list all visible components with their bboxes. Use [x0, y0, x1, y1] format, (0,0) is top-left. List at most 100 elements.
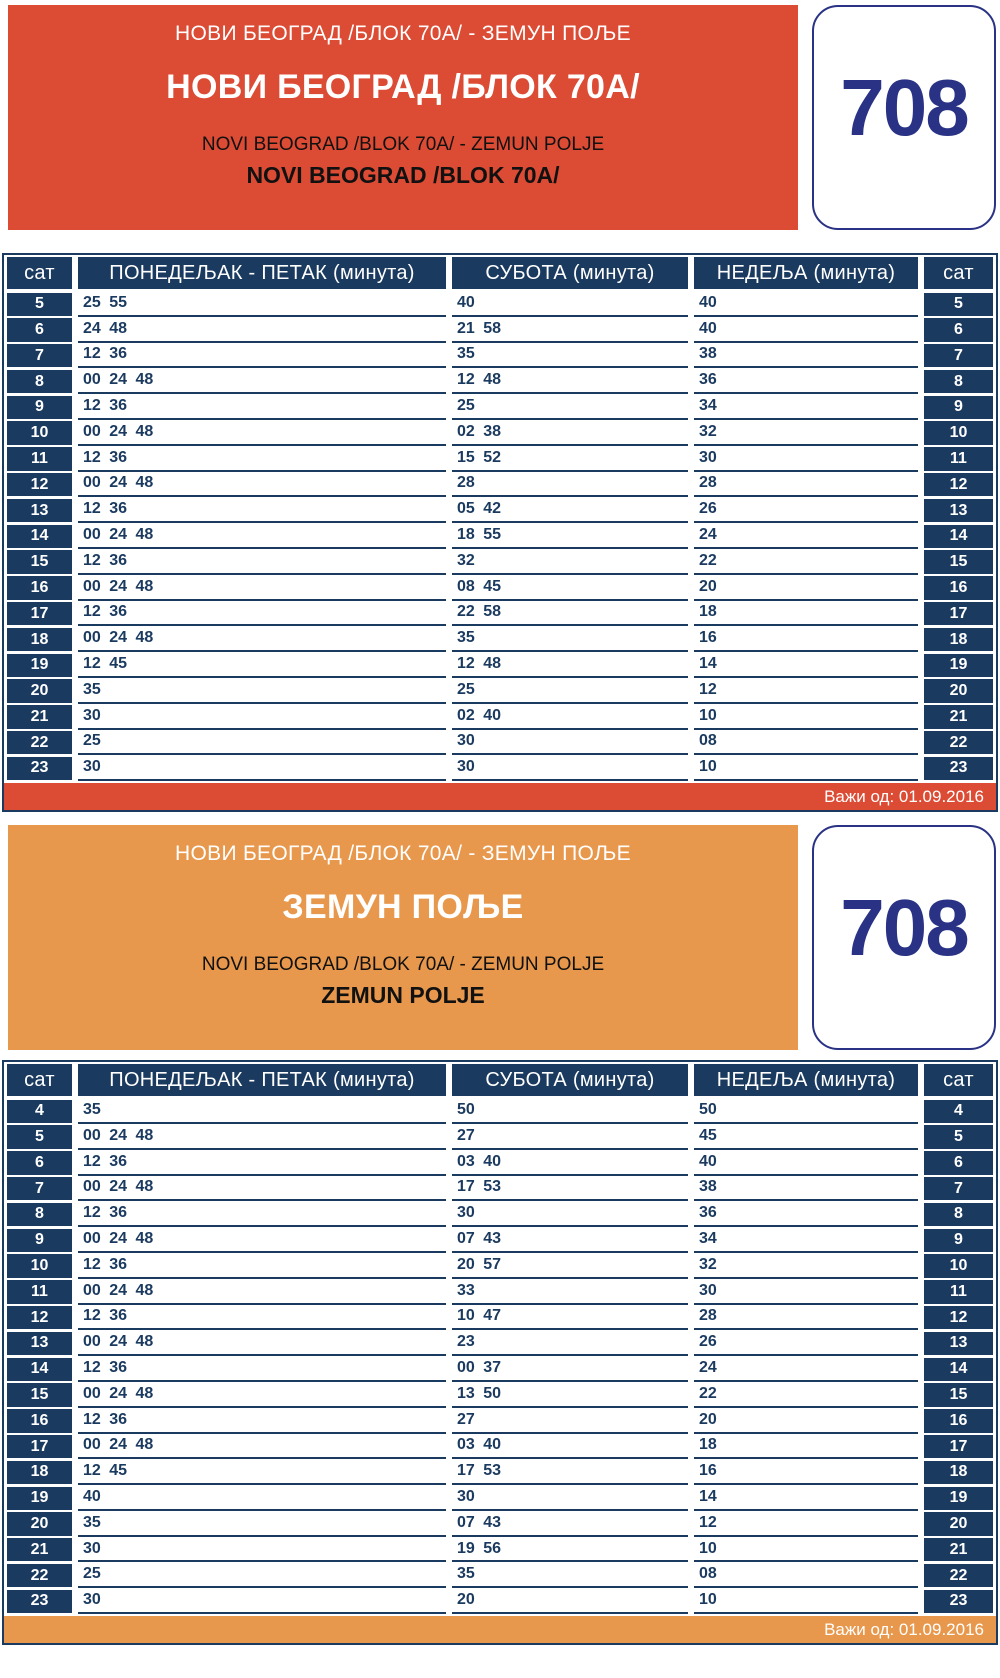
saturday-minutes-cell: 08 45 — [452, 575, 688, 601]
terminal-name-latin: ZEMUN POLJE — [321, 982, 485, 1009]
weekday-minutes-cell: 12 36 — [78, 1305, 446, 1331]
saturday-minutes-cell: 20 — [452, 1588, 688, 1615]
hour-cell-right: 10 — [924, 421, 993, 445]
timetable-header-row: сат ПОНЕДЕЉАК - ПЕТАК (минута) СУБОТА (м… — [4, 1062, 996, 1098]
hour-cell-left: 22 — [7, 1563, 72, 1588]
weekday-minutes-cell: 00 24 48 — [78, 472, 446, 498]
saturday-minutes-cell: 27 — [452, 1408, 688, 1434]
hour-cell-left: 23 — [7, 756, 72, 781]
timetable-page: НОВИ БЕОГРАД /БЛОК 70А/ - ЗЕМУН ПОЉЕ НОВ… — [0, 5, 1000, 1646]
saturday-minutes-cell: 30 — [452, 1201, 688, 1228]
weekday-minutes-cell: 00 24 48 — [78, 368, 446, 395]
weekday-minutes-cell: 30 — [78, 1588, 446, 1615]
hour-cell-left: 10 — [7, 421, 72, 445]
hour-cell-left: 22 — [7, 731, 72, 755]
terminal-name-cyrillic: ЗЕМУН ПОЉЕ — [282, 888, 524, 927]
hour-cell-left: 9 — [7, 1228, 72, 1252]
timetable-row: 7 12 36 35 38 7 — [4, 343, 996, 369]
sunday-minutes-cell: 40 — [694, 317, 918, 343]
timetable-row: 20 35 25 12 20 — [4, 678, 996, 704]
hour-cell-left: 4 — [7, 1099, 72, 1123]
timetable-novi-beograd: сат ПОНЕДЕЉАК - ПЕТАК (минута) СУБОТА (м… — [2, 253, 998, 813]
weekday-minutes-cell: 00 24 48 — [78, 1124, 446, 1150]
hour-cell-left: 11 — [7, 447, 72, 471]
hour-cell-left: 5 — [7, 1125, 72, 1149]
saturday-minutes-cell: 03 40 — [452, 1150, 688, 1176]
hour-cell-left: 13 — [7, 1331, 72, 1356]
route-number: 708 — [840, 62, 969, 152]
weekday-minutes-cell: 25 — [78, 730, 446, 756]
sunday-minutes-cell: 34 — [694, 394, 918, 420]
sunday-minutes-cell: 14 — [694, 652, 918, 678]
timetable-row: 19 12 45 12 48 14 19 — [4, 652, 996, 678]
weekday-minutes-cell: 25 — [78, 1562, 446, 1589]
hour-cell-right: 6 — [924, 318, 993, 342]
hour-column-header-right: сат — [924, 1064, 993, 1097]
hour-cell-right: 13 — [924, 498, 993, 523]
route-number-badge: 708 — [812, 825, 996, 1051]
saturday-minutes-cell: 32 — [452, 549, 688, 575]
saturday-minutes-cell: 18 55 — [452, 523, 688, 549]
sunday-minutes-cell: 40 — [694, 1150, 918, 1176]
sunday-minutes-cell: 18 — [694, 1434, 918, 1460]
weekday-column-header: ПОНЕДЕЉАК - ПЕТАК (минута) — [78, 1064, 446, 1097]
saturday-minutes-cell: 15 52 — [452, 446, 688, 472]
timetable-row: 5 25 55 40 40 5 — [4, 291, 996, 317]
hour-cell-left: 23 — [7, 1589, 72, 1614]
sunday-minutes-cell: 16 — [694, 626, 918, 653]
saturday-minutes-cell: 35 — [452, 343, 688, 369]
timetable-row: 10 00 24 48 02 38 32 10 — [4, 420, 996, 446]
direction-header: НОВИ БЕОГРАД /БЛОК 70А/ - ЗЕМУН ПОЉЕ ЗЕМ… — [8, 825, 798, 1051]
hour-cell-left: 18 — [7, 627, 72, 652]
timetable-row: 12 12 36 10 47 28 12 — [4, 1305, 996, 1331]
saturday-minutes-cell: 20 57 — [452, 1253, 688, 1279]
hour-cell-left: 11 — [7, 1280, 72, 1304]
weekday-minutes-cell: 12 36 — [78, 1150, 446, 1176]
hour-cell-right: 4 — [924, 1099, 993, 1123]
hour-cell-left: 8 — [7, 369, 72, 394]
timetable-row: 11 12 36 15 52 30 11 — [4, 446, 996, 472]
timetable-row: 16 12 36 27 20 16 — [4, 1408, 996, 1434]
saturday-minutes-cell: 33 — [452, 1279, 688, 1305]
sunday-minutes-cell: 38 — [694, 343, 918, 369]
timetable-row: 17 12 36 22 58 18 17 — [4, 601, 996, 627]
hour-cell-right: 19 — [924, 1486, 993, 1510]
saturday-minutes-cell: 23 — [452, 1330, 688, 1357]
hour-cell-right: 18 — [924, 1460, 993, 1485]
weekday-minutes-cell: 00 24 48 — [78, 626, 446, 653]
timetable-row: 4 35 50 50 4 — [4, 1098, 996, 1124]
hour-column-header-right: сат — [924, 257, 993, 289]
sunday-minutes-cell: 12 — [694, 1511, 918, 1537]
weekday-minutes-cell: 12 36 — [78, 1253, 446, 1279]
weekday-minutes-cell: 00 24 48 — [78, 1279, 446, 1305]
weekday-minutes-cell: 35 — [78, 678, 446, 704]
sunday-minutes-cell: 18 — [694, 601, 918, 627]
hour-cell-right: 9 — [924, 395, 993, 419]
saturday-minutes-cell: 13 50 — [452, 1382, 688, 1408]
hour-cell-left: 17 — [7, 1435, 72, 1459]
saturday-minutes-cell: 22 58 — [452, 601, 688, 627]
hour-cell-right: 8 — [924, 1202, 993, 1227]
sunday-minutes-cell: 30 — [694, 1279, 918, 1305]
hour-cell-left: 21 — [7, 705, 72, 729]
hour-cell-left: 19 — [7, 653, 72, 677]
hour-cell-right: 22 — [924, 1563, 993, 1588]
sunday-minutes-cell: 10 — [694, 1537, 918, 1563]
valid-from-bar: Важи од: 01.09.2016 — [4, 783, 996, 811]
route-number-badge: 708 — [812, 5, 996, 230]
sunday-minutes-cell: 36 — [694, 1201, 918, 1228]
saturday-minutes-cell: 50 — [452, 1098, 688, 1124]
weekday-minutes-cell: 24 48 — [78, 317, 446, 343]
saturday-minutes-cell: 17 53 — [452, 1459, 688, 1486]
hour-column-header-left: сат — [7, 1064, 72, 1097]
sunday-minutes-cell: 38 — [694, 1176, 918, 1202]
saturday-minutes-cell: 19 56 — [452, 1537, 688, 1563]
sunday-minutes-cell: 16 — [694, 1459, 918, 1486]
saturday-column-header: СУБОТА (минута) — [452, 1064, 688, 1097]
route-number: 708 — [840, 882, 969, 972]
timetable-row: 16 00 24 48 08 45 20 16 — [4, 575, 996, 601]
hour-cell-right: 7 — [924, 1177, 993, 1201]
saturday-minutes-cell: 27 — [452, 1124, 688, 1150]
hour-cell-right: 8 — [924, 369, 993, 394]
hour-cell-left: 15 — [7, 550, 72, 574]
